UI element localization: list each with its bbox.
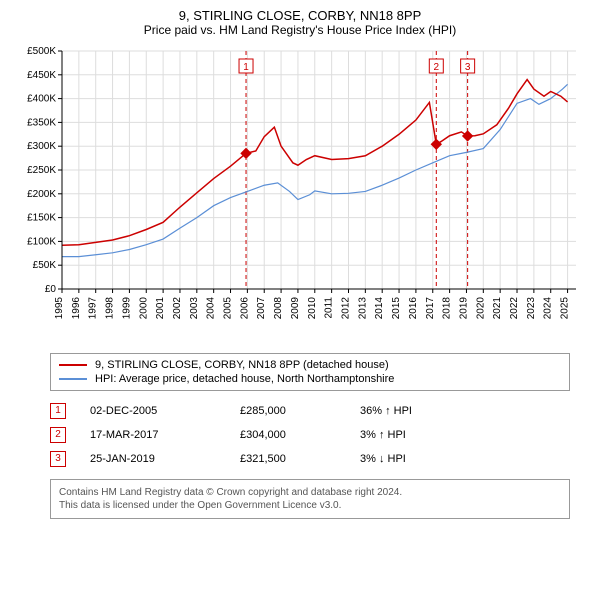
sale-marker-1: 1 bbox=[239, 59, 253, 73]
y-tick-label: £400K bbox=[27, 94, 56, 105]
event-delta: 3% ↑ HPI bbox=[360, 423, 570, 447]
event-delta: 3% ↓ HPI bbox=[360, 447, 570, 471]
x-tick-label: 2003 bbox=[189, 297, 200, 320]
svg-text:2: 2 bbox=[434, 62, 440, 73]
x-tick-label: 2010 bbox=[307, 297, 318, 320]
x-tick-label: 2017 bbox=[425, 297, 436, 320]
y-tick-label: £250K bbox=[27, 165, 56, 176]
chart-title: 9, STIRLING CLOSE, CORBY, NN18 8PP bbox=[10, 8, 590, 23]
y-tick-label: £300K bbox=[27, 141, 56, 152]
y-tick-label: £150K bbox=[27, 213, 56, 224]
y-tick-label: £500K bbox=[27, 46, 56, 57]
legend-item: 9, STIRLING CLOSE, CORBY, NN18 8PP (deta… bbox=[59, 358, 561, 372]
x-tick-label: 2021 bbox=[492, 297, 503, 320]
x-tick-label: 2020 bbox=[475, 297, 486, 320]
x-tick-label: 2001 bbox=[155, 297, 166, 320]
x-tick-label: 2004 bbox=[206, 297, 217, 320]
sale-marker-3: 3 bbox=[461, 59, 475, 73]
x-tick-label: 2011 bbox=[324, 297, 335, 319]
legend: 9, STIRLING CLOSE, CORBY, NN18 8PP (deta… bbox=[50, 353, 570, 391]
x-tick-label: 2024 bbox=[543, 297, 554, 320]
legend-item: HPI: Average price, detached house, Nort… bbox=[59, 372, 561, 386]
legend-label: HPI: Average price, detached house, Nort… bbox=[95, 373, 394, 385]
x-tick-label: 2002 bbox=[172, 297, 183, 320]
x-tick-label: 2005 bbox=[223, 297, 234, 320]
legend-swatch bbox=[59, 378, 87, 380]
event-number-badge: 2 bbox=[50, 427, 66, 443]
license-line: This data is licensed under the Open Gov… bbox=[59, 499, 561, 512]
sale-event-row: 3 25-JAN-2019£321,5003% ↓ HPI bbox=[50, 447, 570, 471]
y-tick-label: £200K bbox=[27, 189, 56, 200]
chart-subtitle: Price paid vs. HM Land Registry's House … bbox=[10, 23, 590, 37]
y-tick-label: £50K bbox=[33, 260, 57, 271]
chart-container: 9, STIRLING CLOSE, CORBY, NN18 8PP Price… bbox=[0, 0, 600, 529]
x-tick-label: 2007 bbox=[256, 297, 267, 320]
y-tick-label: £0 bbox=[45, 284, 57, 295]
event-date: 25-JAN-2019 bbox=[90, 447, 240, 471]
license-line: Contains HM Land Registry data © Crown c… bbox=[59, 486, 561, 499]
x-tick-label: 1999 bbox=[121, 297, 132, 320]
legend-swatch bbox=[59, 364, 87, 366]
event-delta: 36% ↑ HPI bbox=[360, 399, 570, 423]
x-tick-label: 2012 bbox=[340, 297, 351, 320]
y-tick-label: £350K bbox=[27, 117, 56, 128]
x-tick-label: 2000 bbox=[138, 297, 149, 320]
x-tick-label: 1996 bbox=[71, 297, 82, 320]
svg-text:3: 3 bbox=[465, 62, 471, 73]
event-date: 17-MAR-2017 bbox=[90, 423, 240, 447]
x-tick-label: 2006 bbox=[239, 297, 250, 320]
event-price: £285,000 bbox=[240, 399, 360, 423]
y-tick-label: £100K bbox=[27, 236, 56, 247]
x-tick-label: 2014 bbox=[374, 297, 385, 320]
event-price: £321,500 bbox=[240, 447, 360, 471]
x-tick-label: 2025 bbox=[560, 297, 571, 320]
event-number-badge: 3 bbox=[50, 451, 66, 467]
y-tick-label: £450K bbox=[27, 70, 56, 81]
x-tick-label: 2019 bbox=[458, 297, 469, 320]
x-tick-label: 2016 bbox=[408, 297, 419, 320]
sale-events: 1 02-DEC-2005£285,00036% ↑ HPI 2 17-MAR-201… bbox=[50, 399, 570, 471]
event-price: £304,000 bbox=[240, 423, 360, 447]
x-tick-label: 2015 bbox=[391, 297, 402, 320]
x-tick-label: 2018 bbox=[442, 297, 453, 320]
license-notice: Contains HM Land Registry data © Crown c… bbox=[50, 479, 570, 519]
x-tick-label: 2023 bbox=[526, 297, 537, 320]
x-tick-label: 1998 bbox=[105, 297, 116, 320]
event-number-badge: 1 bbox=[50, 403, 66, 419]
x-tick-label: 1995 bbox=[54, 297, 65, 320]
sale-event-row: 1 02-DEC-2005£285,00036% ↑ HPI bbox=[50, 399, 570, 423]
x-tick-label: 2013 bbox=[357, 297, 368, 320]
sale-marker-2: 2 bbox=[429, 59, 443, 73]
x-tick-label: 2008 bbox=[273, 297, 284, 320]
x-tick-label: 1997 bbox=[88, 297, 99, 320]
sale-event-row: 2 17-MAR-2017£304,0003% ↑ HPI bbox=[50, 423, 570, 447]
legend-label: 9, STIRLING CLOSE, CORBY, NN18 8PP (deta… bbox=[95, 359, 389, 371]
price-chart: £0 £50K £100K £150K £200K £250K £300K £350K £400… bbox=[10, 45, 590, 345]
svg-text:1: 1 bbox=[243, 62, 249, 73]
x-tick-label: 2022 bbox=[509, 297, 520, 320]
x-tick-label: 2009 bbox=[290, 297, 301, 320]
event-date: 02-DEC-2005 bbox=[90, 399, 240, 423]
